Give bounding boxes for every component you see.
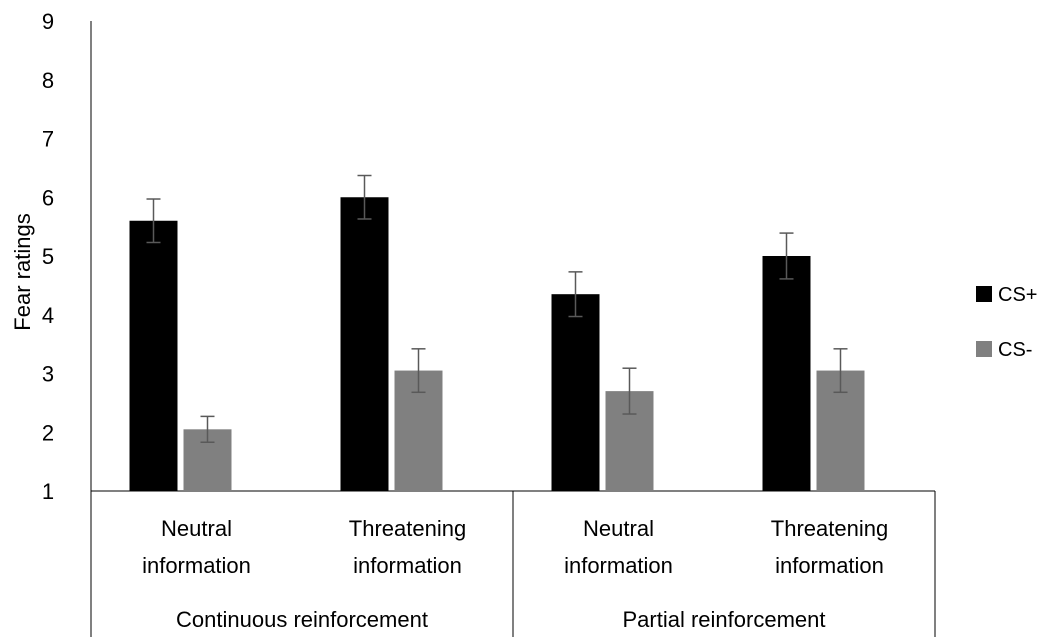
y-tick-label: 8 xyxy=(42,68,54,93)
y-axis: 1 2 3 4 5 6 7 8 9 xyxy=(42,9,92,504)
error-bars-layer xyxy=(146,174,848,443)
y-tick-label: 9 xyxy=(42,9,54,34)
x-tick-label: information xyxy=(353,553,462,578)
x-tick-label: Threatening xyxy=(771,516,888,541)
x-tick-label: Neutral xyxy=(583,516,654,541)
legend-swatch-cs-plus xyxy=(976,286,992,302)
x-axis: Neutral information Threatening information… xyxy=(90,490,936,637)
y-tick-label: 3 xyxy=(42,362,54,387)
y-tick-label: 6 xyxy=(42,185,54,210)
x-tick-label: Neutral xyxy=(161,516,232,541)
y-tick-label: 4 xyxy=(42,303,54,328)
bar-cs-plus xyxy=(551,294,600,491)
bar-cs-plus xyxy=(762,256,811,491)
x-tick-label: information xyxy=(142,553,251,578)
x-tick-label: information xyxy=(775,553,884,578)
y-tick-label: 5 xyxy=(42,244,54,269)
bar-cs-plus xyxy=(129,220,178,491)
group-label: Continuous reinforcement xyxy=(176,607,428,632)
x-tick-label: information xyxy=(564,553,673,578)
group-label: Partial reinforcement xyxy=(623,607,826,632)
legend: CS+ CS- xyxy=(976,284,1037,361)
y-tick-label: 2 xyxy=(42,420,54,445)
bar-cs-plus xyxy=(340,197,389,491)
y-axis-title: Fear ratings xyxy=(10,213,35,330)
y-tick-label: 7 xyxy=(42,127,54,152)
x-tick-label: Threatening xyxy=(349,516,466,541)
legend-label: CS- xyxy=(998,339,1032,361)
legend-label: CS+ xyxy=(998,284,1037,306)
bars-layer xyxy=(129,197,865,491)
y-tick-label: 1 xyxy=(42,479,54,504)
legend-swatch-cs-minus xyxy=(976,341,992,357)
